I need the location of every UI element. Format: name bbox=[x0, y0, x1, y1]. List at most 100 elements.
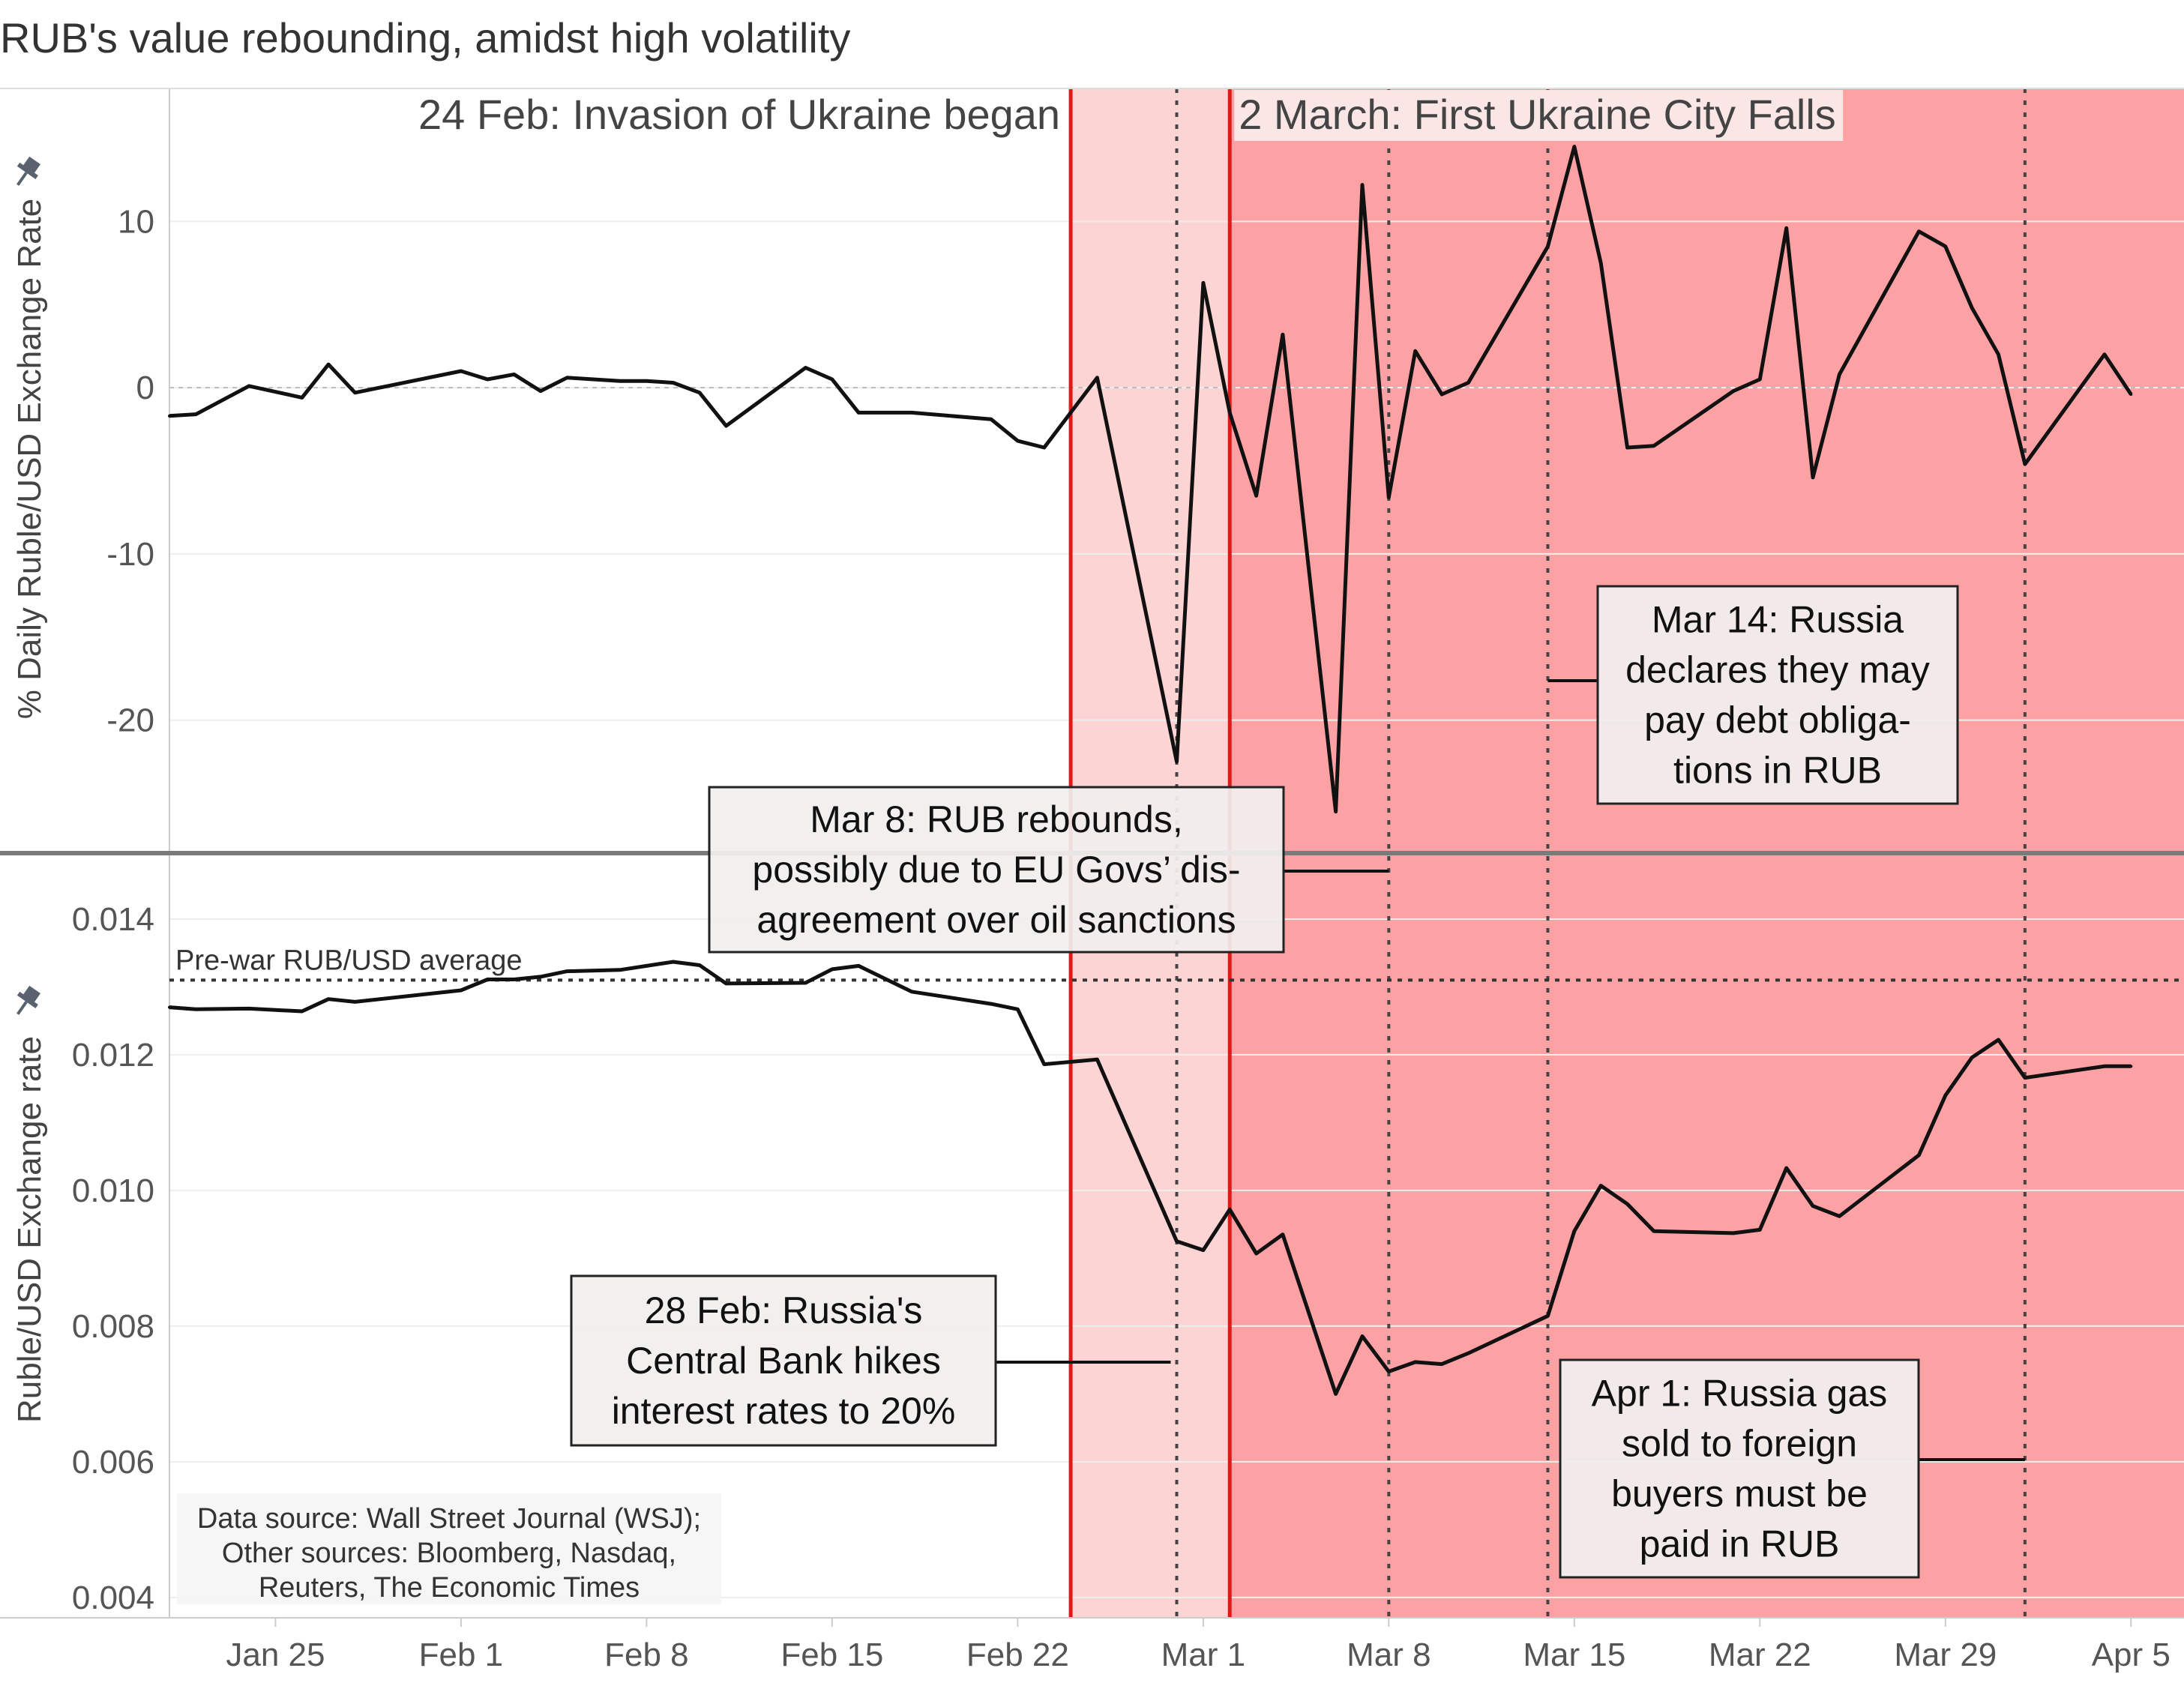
top-series-line-point bbox=[538, 389, 542, 393]
bottom-series-line-point bbox=[512, 978, 516, 981]
top-series-line-point bbox=[990, 418, 993, 421]
bottom-series-line-point bbox=[353, 1000, 357, 1004]
bottom-series-line-point bbox=[565, 969, 569, 973]
bottom-series-line-point bbox=[1997, 1038, 2000, 1042]
annotation-mar14-box bbox=[1596, 585, 1959, 805]
bottom-series-line-point bbox=[300, 1010, 304, 1014]
top-series-line-point bbox=[1281, 333, 1284, 337]
top-series-line-point bbox=[1625, 445, 1629, 449]
axis-layer: 10 0 -10 -20 0.014 0.012 0.010 0.008 0.006 0.004%… bbox=[0, 88, 2184, 1673]
x-tick-label: Feb 15 bbox=[780, 1637, 883, 1673]
bottom-series-line-point bbox=[619, 968, 622, 972]
top-series-line-point bbox=[2023, 463, 2027, 466]
bottom-series-line-point bbox=[1413, 1360, 1417, 1364]
bottom-series-line-point bbox=[1917, 1153, 1921, 1157]
x-tick-label: Mar 15 bbox=[1523, 1637, 1625, 1673]
top-y-tick-label: 0 bbox=[136, 370, 154, 406]
top-series-line-point bbox=[1334, 810, 1338, 813]
x-tick-label: Mar 22 bbox=[1709, 1637, 1811, 1673]
top-series-line-point bbox=[830, 378, 834, 382]
x-tick-label: Mar 8 bbox=[1347, 1637, 1431, 1673]
pin-head bbox=[22, 156, 40, 175]
annotation-feb28-box bbox=[570, 1274, 997, 1447]
annotation-mar14-text: Mar 14: Russia bbox=[1652, 599, 1904, 641]
top-series-line-point bbox=[1970, 306, 1974, 310]
x-tick-label: Feb 8 bbox=[604, 1637, 689, 1673]
annotation-mar14-text: pay debt obliga- bbox=[1644, 699, 1911, 741]
bottom-series-line-point bbox=[1731, 1231, 1735, 1235]
bottom-series-line-point bbox=[1758, 1228, 1762, 1232]
bottom-series-line-point bbox=[1440, 1362, 1444, 1366]
top-series-line-point bbox=[1572, 145, 1576, 148]
annotation-mar8-text: Mar 8: RUB rebounds, bbox=[810, 798, 1182, 840]
top-series-line-point bbox=[300, 396, 304, 400]
annotation-apr1-box bbox=[1559, 1358, 1920, 1579]
bottom-y-tick-label: 0.008 bbox=[72, 1308, 154, 1345]
top-series-line-point bbox=[1731, 389, 1735, 393]
top-series-line-point bbox=[1652, 444, 1655, 448]
bottom-y-axis-label: Ruble/USD Exchange rate bbox=[11, 1036, 48, 1423]
source-note-text: Other sources: Bloomberg, Nasdaq, bbox=[222, 1538, 676, 1569]
annotation-mar8-text: agreement over oil sanctions bbox=[756, 899, 1236, 941]
bottom-series-line-point bbox=[2102, 1065, 2106, 1068]
annotation-mar14-text: declares they may bbox=[1625, 649, 1930, 691]
bottom-series-line-point bbox=[1095, 1058, 1099, 1062]
bottom-series-line-point bbox=[168, 1005, 171, 1009]
top-series-line-point bbox=[1838, 373, 1841, 376]
reference-line-label: Pre-war RUB/USD average bbox=[175, 945, 522, 976]
bottom-y-tick-label: 0.006 bbox=[72, 1444, 154, 1481]
top-series-line-point bbox=[1466, 381, 1470, 385]
x-tick-label: Feb 1 bbox=[419, 1637, 504, 1673]
bottom-series-line-point bbox=[1254, 1252, 1258, 1256]
top-y-axis-label: % Daily Ruble/USD Exchange Rate bbox=[11, 199, 48, 720]
top-series-line-point bbox=[1175, 760, 1179, 764]
top-series-line-point bbox=[1413, 349, 1417, 353]
pin-icon bbox=[16, 156, 40, 186]
top-series-line-point bbox=[619, 379, 622, 383]
top-series-line-point bbox=[883, 411, 887, 415]
top-series-line-point bbox=[1201, 281, 1205, 285]
annotation-mar8-text: possibly due to EU Govs’ dis- bbox=[752, 849, 1240, 891]
annotation-feb28-text: Central Bank hikes bbox=[626, 1340, 941, 1382]
top-series-line-point bbox=[247, 384, 251, 388]
bottom-series-line-point bbox=[1811, 1204, 1815, 1208]
bottom-series-line-point bbox=[2129, 1065, 2133, 1068]
bottom-series-line-point bbox=[327, 997, 331, 1001]
source-note-text: Reuters, The Economic Times bbox=[259, 1572, 640, 1604]
top-series-line-point bbox=[1943, 244, 1947, 248]
source-note-box bbox=[177, 1493, 721, 1604]
annotation-feb28-text: interest rates to 20% bbox=[612, 1390, 956, 1432]
top-series-line-point bbox=[1811, 475, 1815, 479]
bottom-series-line-point bbox=[1625, 1202, 1629, 1206]
top-series-line-point bbox=[1360, 183, 1364, 187]
top-series-line-point bbox=[1042, 445, 1046, 449]
bottom-series-line-point bbox=[1838, 1214, 1841, 1218]
x-tick-label: Mar 1 bbox=[1161, 1637, 1245, 1673]
annotation-apr1-text: sold to foreign bbox=[1622, 1423, 1857, 1465]
top-series-line-point bbox=[1546, 244, 1550, 248]
top-series-line-point bbox=[804, 366, 807, 370]
bottom-series-line-point bbox=[1546, 1314, 1550, 1318]
bottom-series-line-point bbox=[486, 978, 490, 981]
bottom-series-line-point bbox=[1201, 1248, 1205, 1252]
top-series-line-point bbox=[194, 412, 198, 416]
top-y-tick-label: 10 bbox=[118, 203, 154, 240]
top-series-line-point bbox=[2129, 393, 2133, 396]
annotation-mar14-text: tions in RUB bbox=[1673, 750, 1882, 792]
bottom-y-tick-label: 0.012 bbox=[72, 1037, 154, 1074]
bottom-series-line-point bbox=[1652, 1229, 1655, 1233]
series-layer: Pre-war RUB/USD average bbox=[168, 145, 2184, 1396]
top-y-tick-label: -20 bbox=[106, 702, 154, 739]
top-series-line-point bbox=[1997, 352, 2000, 356]
top-series-line-point bbox=[724, 424, 728, 428]
bottom-series-line-point bbox=[1360, 1334, 1364, 1338]
annotation-layer: 24 Feb: Invasion of Ukraine began 2 March… bbox=[177, 90, 2025, 1604]
bottom-series-line-point bbox=[1016, 1008, 1020, 1011]
top-series-line-point bbox=[353, 391, 357, 394]
top-series-line-point bbox=[1599, 261, 1603, 265]
bottom-series-line-point bbox=[2023, 1076, 2027, 1080]
pin-bar bbox=[16, 991, 38, 1008]
event-label-box bbox=[1234, 90, 1844, 141]
top-series-line-point bbox=[168, 414, 171, 418]
